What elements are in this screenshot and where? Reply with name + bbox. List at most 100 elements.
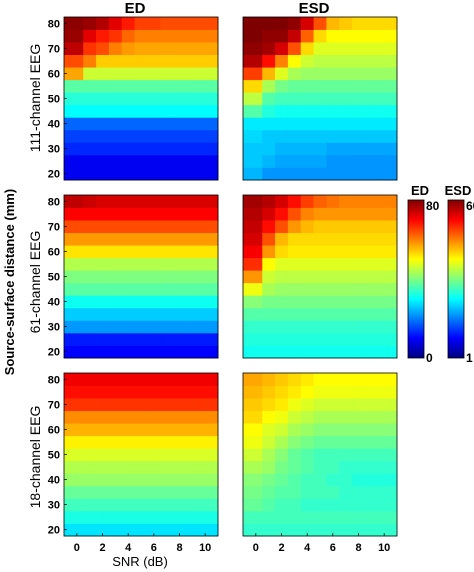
heatmap-cell [198, 17, 219, 30]
heatmap-cell [108, 17, 123, 30]
heatmap-cell [275, 195, 289, 208]
heatmap-cell [108, 373, 123, 386]
heatmap-cell [108, 129, 123, 143]
heatmap-cell [339, 307, 353, 321]
heatmap-cell [64, 282, 84, 296]
heatmap-cell [147, 473, 161, 487]
heatmap-cell [64, 92, 84, 106]
heatmap-cell [364, 270, 379, 284]
heatmap-cell [326, 117, 340, 131]
heatmap-cell [64, 232, 84, 246]
heatmap-cell [377, 320, 398, 334]
heatmap-cell [96, 295, 110, 309]
heatmap-cell [83, 257, 97, 271]
heatmap-cell [364, 167, 379, 181]
heatmap-cell [377, 307, 398, 321]
heatmap-cell [377, 29, 398, 43]
heatmap-cell [300, 460, 314, 474]
heatmap-cell [185, 117, 200, 131]
heatmap-cell [134, 167, 148, 181]
heatmap-cell [262, 195, 276, 208]
y-tick-label: 80 [48, 374, 60, 386]
heatmap-cell [352, 232, 366, 246]
heatmap-cell [287, 167, 302, 181]
heatmap-cell [96, 129, 110, 143]
heatmap-cell [339, 332, 353, 346]
heatmap-cell [64, 410, 84, 424]
heatmap-cell [326, 460, 340, 474]
heatmap-cell [377, 195, 398, 208]
heatmap-cell [185, 67, 200, 81]
heatmap-cell [96, 207, 110, 221]
heatmap-cell [326, 54, 340, 68]
heatmap-cell [326, 398, 340, 412]
heatmap-cell [339, 129, 353, 143]
heatmap-cell [64, 320, 84, 334]
heatmap-cell [96, 498, 110, 512]
y-tick-label: 50 [48, 272, 60, 284]
heatmap-cell [108, 460, 123, 474]
heatmap-cell [275, 485, 289, 499]
heatmap-cell [121, 104, 135, 118]
heatmap-cell [121, 79, 135, 93]
heatmap-cell [339, 473, 353, 487]
heatmap-cell [185, 435, 200, 449]
heatmap-cell [352, 220, 366, 234]
heatmap-cell [275, 410, 289, 424]
x-tick-label: 10 [378, 542, 390, 554]
heatmap-cell [134, 485, 148, 499]
heatmap-cell [185, 410, 200, 424]
heatmap-cell [198, 473, 219, 487]
heatmap-cell [300, 332, 314, 346]
heatmap-cell [134, 129, 148, 143]
heatmap-cell [313, 485, 327, 499]
heatmap-cell [173, 79, 187, 93]
heatmap-cell [243, 142, 263, 156]
heatmap-cell [243, 498, 263, 512]
heatmap-cell [64, 195, 84, 208]
heatmap-cell [96, 435, 110, 449]
heatmap-cell [313, 410, 327, 424]
heatmap-cell [262, 385, 276, 399]
y-tick-label: 80 [48, 196, 60, 208]
heatmap-cell [287, 332, 302, 346]
heatmap-cell [300, 42, 314, 56]
heatmap-cell [108, 29, 123, 43]
heatmap-cell [147, 460, 161, 474]
heatmap-cell [173, 232, 187, 246]
heatmap-cell [96, 510, 110, 524]
heatmap-cell [352, 373, 366, 386]
heatmap-cell [160, 448, 174, 462]
heatmap-cell [339, 29, 353, 43]
heatmap-cell [96, 398, 110, 412]
heatmap-cell [108, 117, 123, 131]
y-tick-label: 20 [48, 169, 60, 181]
heatmap-cell [173, 29, 187, 43]
heatmap-cell [364, 220, 379, 234]
heatmap-cell [83, 142, 97, 156]
heatmap-cell [287, 385, 302, 399]
heatmap-cell [313, 17, 327, 30]
heatmap-cell [185, 257, 200, 271]
heatmap-cell [185, 220, 200, 234]
heatmap-cell [313, 195, 327, 208]
heatmap-cell [377, 257, 398, 271]
heatmap-cell [64, 257, 84, 271]
heatmap-cell [352, 42, 366, 56]
heatmap-cell [275, 207, 289, 221]
heatmap-cell [134, 307, 148, 321]
heatmap-cell [173, 270, 187, 284]
heatmap-cell [275, 295, 289, 309]
heatmap-cell [313, 117, 327, 131]
heatmap-cell [326, 270, 340, 284]
heatmap-cell [147, 385, 161, 399]
heatmap-cell [108, 245, 123, 259]
heatmap-cell [108, 154, 123, 168]
heatmap-cell [160, 142, 174, 156]
heatmap-cell [287, 129, 302, 143]
y-tick-label: 70 [48, 399, 60, 411]
heatmap-cell [364, 473, 379, 487]
heatmap-cell [275, 523, 289, 537]
heatmap-cell [326, 129, 340, 143]
